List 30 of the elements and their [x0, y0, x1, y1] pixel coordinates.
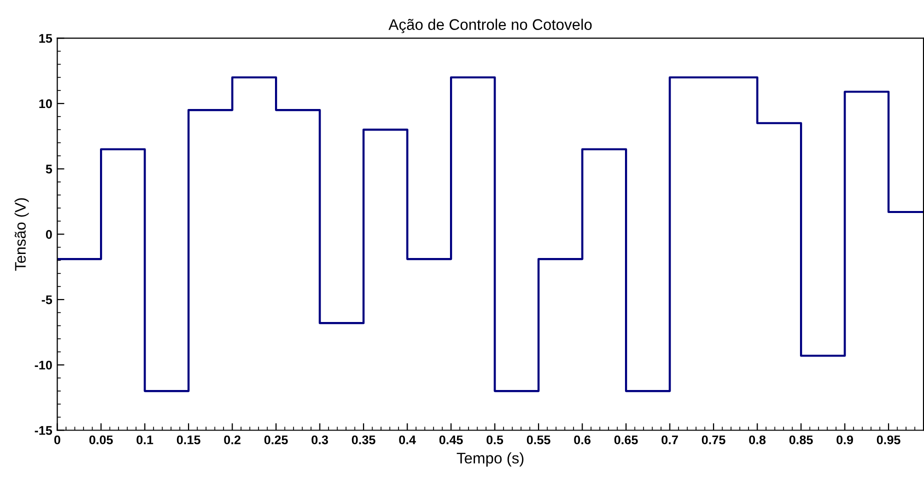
x-tick-label: 0.8	[749, 435, 766, 444]
x-tick-label: 0.95	[876, 435, 900, 444]
x-tick-label: 0.1	[136, 435, 154, 444]
x-tick-label: 0.5	[486, 435, 504, 444]
y-tick-label: 10	[39, 99, 52, 108]
y-tick-label: 5	[46, 164, 52, 174]
x-tick-label: 0.35	[352, 435, 376, 444]
y-tick-label: -5	[42, 295, 52, 304]
y-tick-label: 15	[39, 34, 52, 43]
y-axis-title: Tensão (V)	[14, 198, 29, 271]
chart-title: Ação de Controle no Cotovelo	[388, 18, 592, 34]
x-tick-label: 0.85	[789, 435, 813, 444]
y-tick-label: 0	[46, 230, 52, 239]
x-tick-label: 0.7	[662, 435, 678, 444]
x-axis-title: Tempo (s)	[456, 452, 524, 467]
x-tick-label: 0.3	[312, 435, 328, 444]
x-tick-label: 0.65	[614, 435, 638, 444]
x-tick-label: 0.9	[836, 435, 854, 444]
x-tick-label: 0.4	[399, 435, 416, 444]
y-tick-label: -10	[34, 360, 52, 370]
x-tick-label: 0	[54, 435, 60, 444]
x-tick-label: 0.6	[574, 435, 591, 444]
x-tick-label: 0.45	[439, 435, 463, 444]
x-tick-label: 0.75	[702, 435, 726, 444]
y-tick-label: -15	[34, 426, 52, 435]
x-tick-label: 0.05	[89, 435, 113, 444]
x-tick-label: 0.55	[526, 435, 550, 444]
x-tick-label: 0.25	[264, 435, 288, 444]
x-tick-label: 0.15	[176, 435, 200, 444]
x-tick-label: 0.2	[224, 435, 240, 444]
